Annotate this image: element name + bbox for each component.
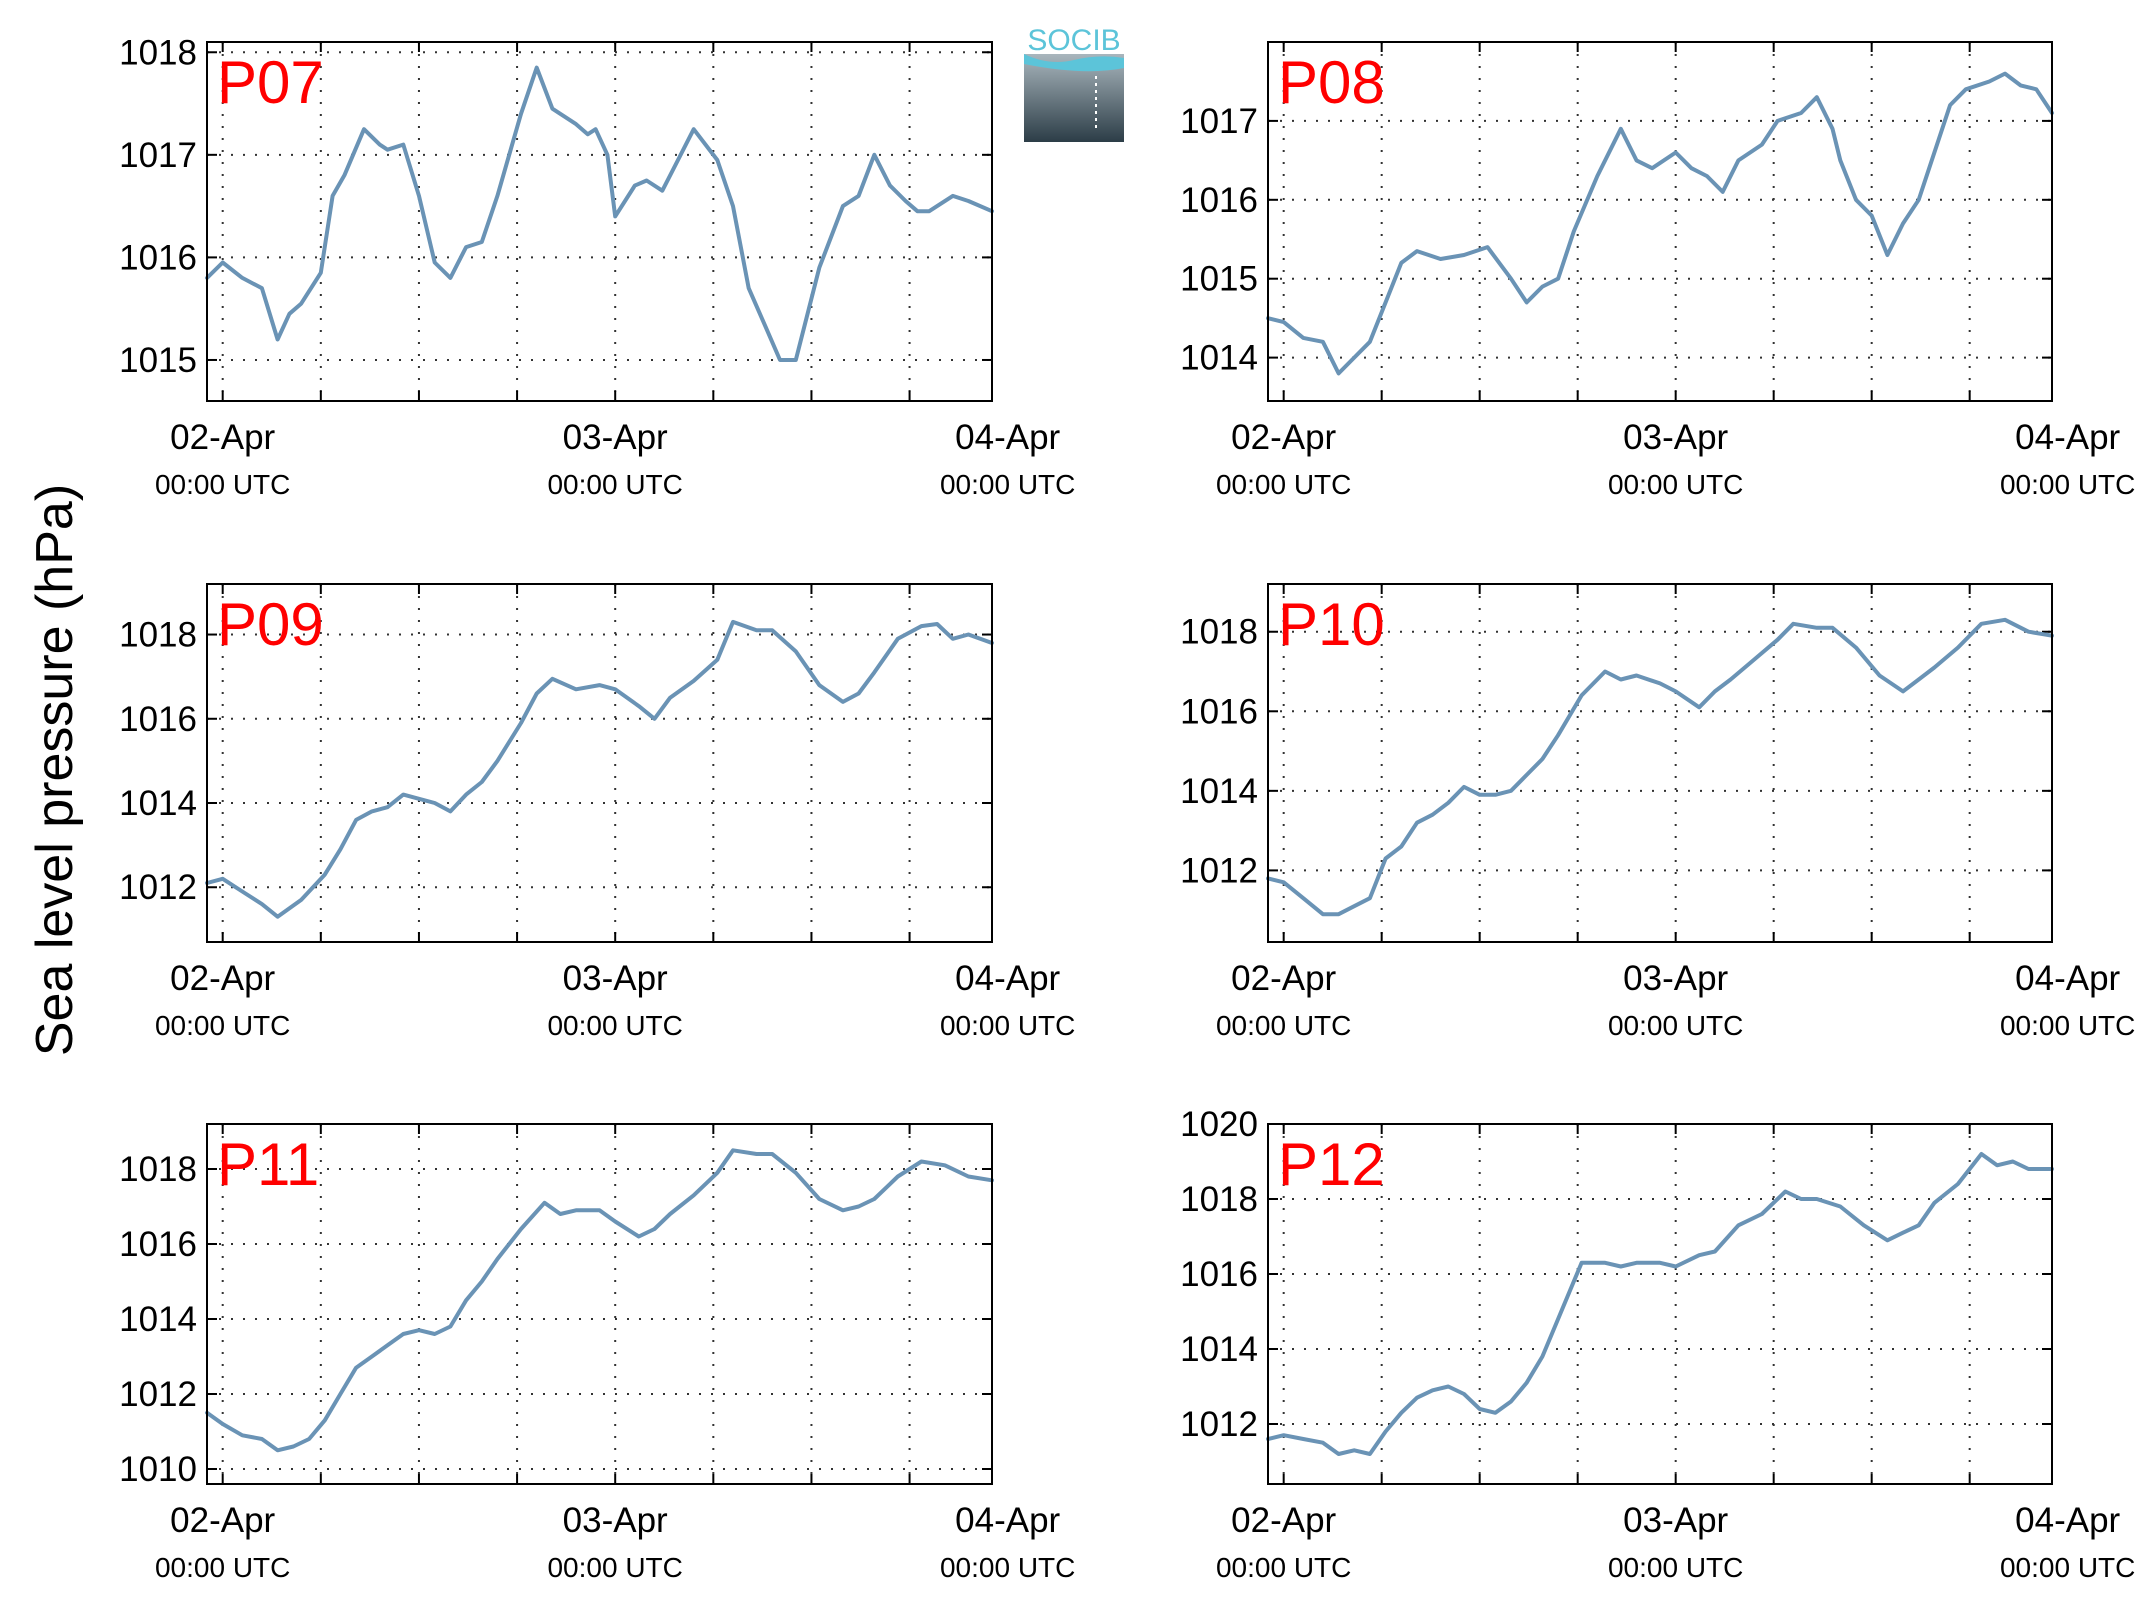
x-tick-label: 04-Apr	[2015, 1501, 2120, 1540]
y-tick-label: 1014	[119, 1300, 197, 1339]
x-tick-sublabel: 00:00 UTC	[2000, 469, 2135, 500]
x-tick-sublabel: 00:00 UTC	[1608, 1552, 1743, 1583]
y-tick-label: 1016	[1180, 692, 1258, 731]
panel-p08: 1014 1015 1016 1017 02-Apr 00:00 UTC 03-Apr 00:…	[1180, 41, 2135, 500]
y-tick-label: 1016	[1180, 1255, 1258, 1294]
socib-logo: SOCIB	[1024, 24, 1124, 142]
x-tick-label: 04-Apr	[2015, 959, 2120, 998]
y-tick-label: 1016	[119, 700, 197, 739]
y-tick-label: 1012	[1180, 1405, 1258, 1444]
x-tick-sublabel: 00:00 UTC	[155, 1010, 290, 1041]
y-tick-label: 1014	[1180, 339, 1258, 378]
x-tick-label: 03-Apr	[563, 1501, 668, 1540]
panel-p09: 1012 1014 1016 1018 02-Apr 00:00 UTC 03-Apr 00:…	[119, 583, 1075, 1041]
y-tick-label: 1017	[1180, 102, 1258, 141]
x-tick-sublabel: 00:00 UTC	[1608, 469, 1743, 500]
plot-frame	[1267, 41, 2053, 402]
x-tick-sublabel: 00:00 UTC	[2000, 1552, 2135, 1583]
panel-p07: 1015 1016 1017 1018 02-Apr 00:00 UTC 03-Apr 00:…	[119, 33, 1075, 500]
x-tick-label: 04-Apr	[955, 959, 1060, 998]
logo-wave-crest-icon	[1024, 54, 1124, 72]
plot-frame	[206, 1123, 993, 1485]
x-tick-label: 02-Apr	[170, 1501, 275, 1540]
y-tick-label: 1018	[119, 1150, 197, 1189]
y-tick-label: 1012	[1180, 851, 1258, 890]
x-tick-label: 03-Apr	[1623, 418, 1728, 457]
x-tick-sublabel: 00:00 UTC	[155, 1552, 290, 1583]
x-tick-sublabel: 00:00 UTC	[1608, 1010, 1743, 1041]
y-tick-label: 1012	[119, 868, 197, 907]
x-tick-sublabel: 00:00 UTC	[155, 469, 290, 500]
x-tick-label: 02-Apr	[1231, 959, 1336, 998]
chart-panels: 1015 1016 1017 1018 02-Apr 00:00 UTC 03-Apr 00:…	[119, 33, 2135, 1583]
pressure-series-line	[205, 65, 994, 362]
pressure-series-line	[205, 1148, 994, 1453]
pressure-series-line	[1266, 1152, 2054, 1456]
pressure-series-line	[205, 619, 994, 919]
plot-frame	[1267, 583, 2053, 943]
y-tick-label: 1014	[119, 784, 197, 823]
y-tick-label: 1018	[1180, 613, 1258, 652]
y-tick-label: 1017	[119, 136, 197, 175]
x-tick-label: 03-Apr	[563, 959, 668, 998]
x-tick-sublabel: 00:00 UTC	[2000, 1010, 2135, 1041]
x-tick-label: 02-Apr	[170, 418, 275, 457]
plot-frame	[206, 41, 993, 402]
y-tick-label: 1012	[119, 1375, 197, 1414]
y-tick-label: 1020	[1180, 1105, 1258, 1144]
panel-label: P07	[217, 49, 324, 116]
x-tick-label: 04-Apr	[2015, 418, 2120, 457]
logo-text: SOCIB	[1027, 24, 1120, 57]
x-tick-label: 02-Apr	[1231, 1501, 1336, 1540]
x-tick-sublabel: 00:00 UTC	[547, 469, 682, 500]
panel-label: P09	[217, 591, 324, 658]
panel-label: P12	[1278, 1131, 1385, 1198]
x-tick-label: 04-Apr	[955, 1501, 1060, 1540]
x-tick-sublabel: 00:00 UTC	[940, 1552, 1075, 1583]
y-tick-label: 1010	[119, 1450, 197, 1489]
plot-frame	[206, 583, 993, 943]
panel-label: P10	[1278, 591, 1385, 658]
x-tick-label: 02-Apr	[1231, 418, 1336, 457]
panel-p11: 1010 1012 1014 1016 1018 02-Apr 00:00 UTC 03-Ap…	[119, 1123, 1075, 1583]
y-tick-label: 1016	[119, 238, 197, 277]
y-tick-label: 1016	[1180, 181, 1258, 220]
plot-frame	[1267, 1123, 2053, 1485]
x-tick-sublabel: 00:00 UTC	[940, 469, 1075, 500]
panel-p12: 1012 1014 1016 1018 1020 02-Apr 00:00 UTC 03-Ap…	[1180, 1105, 2135, 1583]
x-tick-sublabel: 00:00 UTC	[1216, 1010, 1351, 1041]
y-tick-label: 1018	[119, 33, 197, 72]
x-tick-label: 04-Apr	[955, 418, 1060, 457]
x-tick-sublabel: 00:00 UTC	[547, 1552, 682, 1583]
x-tick-sublabel: 00:00 UTC	[547, 1010, 682, 1041]
y-tick-label: 1015	[119, 341, 197, 380]
y-tick-label: 1018	[119, 616, 197, 655]
x-tick-label: 03-Apr	[1623, 1501, 1728, 1540]
y-tick-label: 1014	[1180, 772, 1258, 811]
x-tick-sublabel: 00:00 UTC	[940, 1010, 1075, 1041]
x-tick-label: 02-Apr	[170, 959, 275, 998]
pressure-series-line	[1266, 617, 2054, 917]
x-tick-label: 03-Apr	[563, 418, 668, 457]
x-tick-label: 03-Apr	[1623, 959, 1728, 998]
y-tick-label: 1015	[1180, 260, 1258, 299]
panel-label: P08	[1278, 49, 1385, 116]
y-tick-label: 1014	[1180, 1330, 1258, 1369]
y-tick-label: 1016	[119, 1225, 197, 1264]
panel-p10: 1012 1014 1016 1018 02-Apr 00:00 UTC 03-Apr 00:…	[1180, 583, 2135, 1041]
y-axis-label: Sea level pressure (hPa)	[26, 484, 84, 1056]
x-tick-sublabel: 00:00 UTC	[1216, 469, 1351, 500]
y-tick-label: 1018	[1180, 1180, 1258, 1219]
panel-label: P11	[217, 1131, 319, 1198]
pressure-series-line	[1266, 71, 2054, 376]
x-tick-sublabel: 00:00 UTC	[1216, 1552, 1351, 1583]
